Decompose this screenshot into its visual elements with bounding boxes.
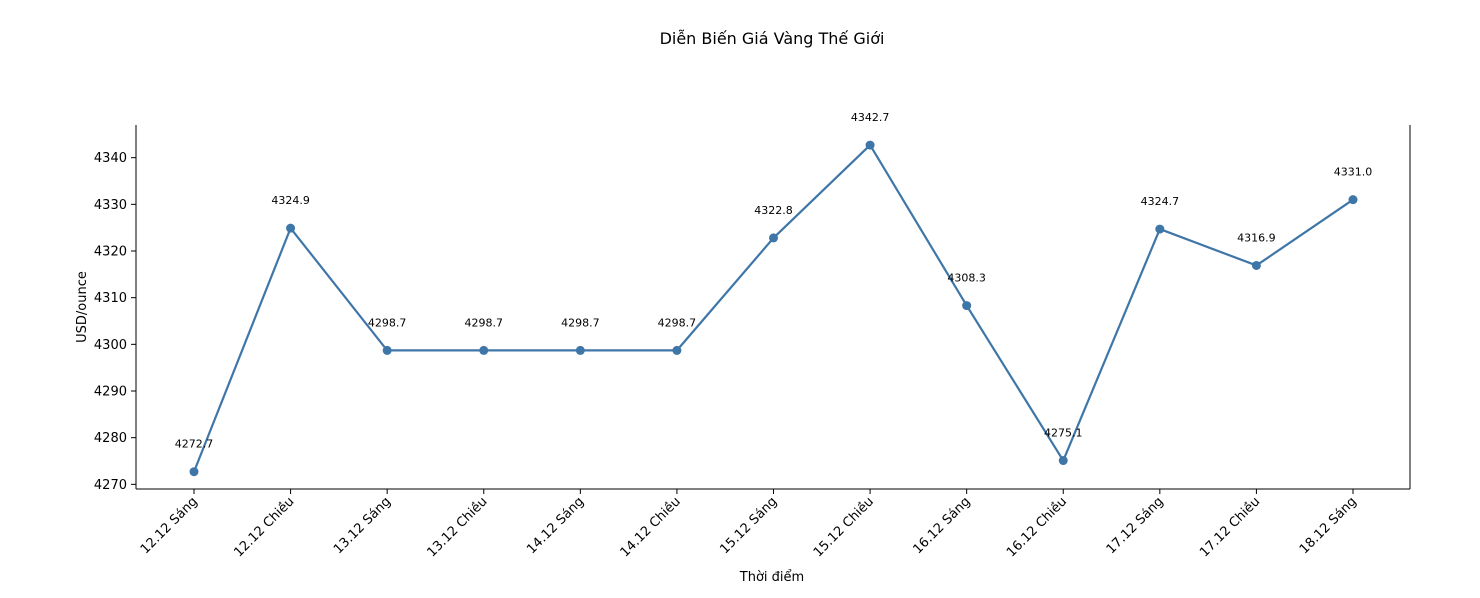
- y-tick-label: 4300: [94, 338, 127, 353]
- y-tick-label: 4290: [94, 385, 127, 400]
- data-point: [1348, 195, 1358, 205]
- data-label: 4322.8: [754, 204, 793, 217]
- x-tick-label: 17.12 Chiều: [1197, 494, 1263, 560]
- data-point: [962, 301, 972, 311]
- axes: 4270 4280 4290 4300 4310 4320 4330 4340 12.12 Sá…: [94, 125, 1411, 560]
- y-axis-title: USD/ounce: [75, 271, 90, 343]
- data-label: 4298.7: [561, 316, 600, 329]
- x-tick-label: 18.12 Sáng: [1297, 494, 1360, 557]
- x-axis-title: Thời điểm: [739, 570, 804, 585]
- x-tick-label: 14.12 Chiều: [618, 494, 684, 560]
- chart-title: Diễn Biến Giá Vàng Thế Giới: [660, 29, 885, 48]
- data-label: 4316.9: [1237, 231, 1276, 244]
- y-tick-label: 4310: [94, 291, 127, 306]
- data-point: [672, 345, 682, 355]
- y-tick-label: 4320: [94, 245, 127, 260]
- y-tick-label: 4270: [94, 478, 127, 493]
- x-tick-label: 12.12 Sáng: [138, 494, 201, 557]
- data-label: 4272.7: [175, 438, 214, 451]
- data-label: 4324.7: [1141, 195, 1180, 208]
- x-tick-label: 15.12 Chiều: [811, 494, 877, 560]
- x-tick-label: 15.12 Sáng: [717, 494, 780, 557]
- data-point: [575, 345, 585, 355]
- data-point: [1155, 224, 1165, 234]
- x-tick-label: 13.12 Sáng: [331, 494, 394, 557]
- series-layer: 4272.7 4324.9 4298.7 4298.7 4298.7 4298.7 4322…: [175, 111, 1373, 477]
- y-tick-label: 4330: [94, 198, 127, 213]
- data-point: [769, 233, 778, 243]
- data-label: 4308.3: [947, 272, 986, 285]
- x-tick-label: 12.12 Chiều: [231, 494, 297, 560]
- data-point: [382, 345, 392, 355]
- x-tick-label: 13.12 Chiều: [424, 494, 490, 560]
- data-point: [1251, 260, 1261, 270]
- y-tick-label: 4340: [94, 151, 127, 166]
- series-line: [192, 143, 1354, 473]
- x-tick-label: 16.12 Sáng: [911, 494, 974, 557]
- data-label: 4298.7: [658, 316, 697, 329]
- x-tick-label: 14.12 Sáng: [524, 494, 587, 557]
- data-label: 4342.7: [851, 111, 890, 124]
- data-point: [1058, 456, 1068, 466]
- data-label: 4298.7: [368, 316, 407, 329]
- data-point: [479, 345, 489, 355]
- y-tick-label: 4280: [94, 431, 127, 446]
- x-tick-label: 17.12 Sáng: [1104, 494, 1167, 557]
- data-point: [865, 140, 875, 150]
- data-label: 4324.9: [271, 194, 310, 207]
- data-label: 4275.1: [1044, 427, 1083, 440]
- data-label: 4298.7: [465, 316, 504, 329]
- x-tick-label: 16.12 Chiều: [1004, 494, 1070, 560]
- data-point: [286, 223, 296, 233]
- data-label: 4331.0: [1334, 166, 1373, 179]
- data-point: [189, 467, 199, 477]
